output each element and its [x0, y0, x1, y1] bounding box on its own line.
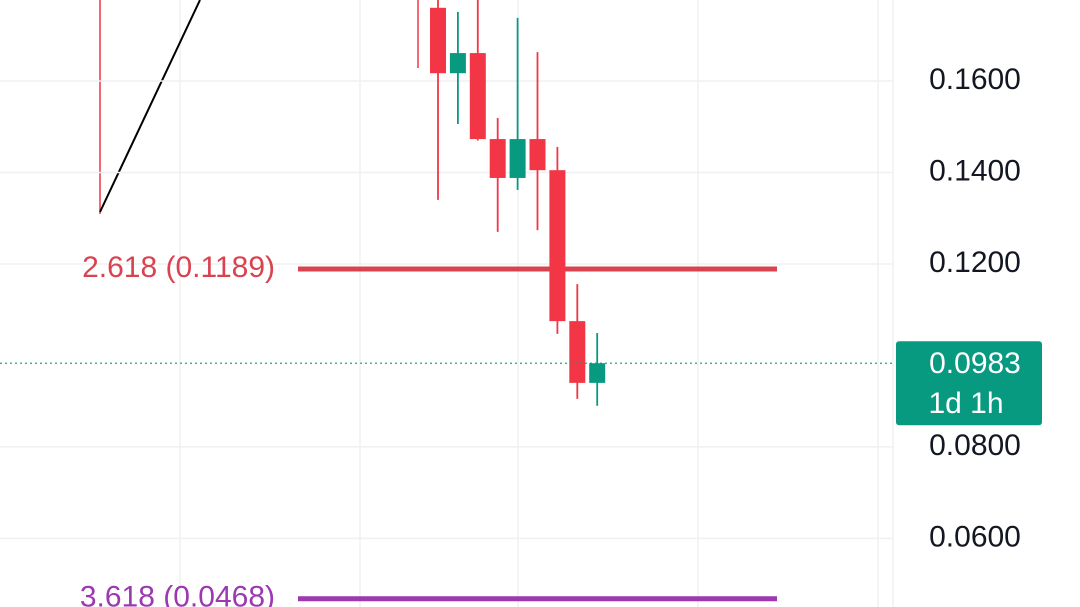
candle-body: [569, 321, 586, 383]
y-tick-label: 0.1800: [929, 0, 1021, 4]
candle-body: [589, 363, 606, 383]
vertical-grid: [179, 0, 879, 607]
countdown-label: 1d 1h: [928, 387, 1003, 420]
fib-label: 2.618 (0.1189): [82, 251, 275, 284]
candle-body: [509, 139, 526, 178]
candle-body: [449, 53, 466, 74]
trend-line: [99, 0, 201, 213]
y-tick-label: 0.0800: [929, 429, 1021, 462]
fib-label: 3.618 (0.0468): [80, 581, 275, 607]
y-tick-label: 0.0600: [929, 520, 1021, 553]
candle-body: [489, 139, 506, 178]
candle-body: [430, 7, 446, 74]
candle-body: [469, 53, 486, 140]
candle-body: [529, 139, 546, 171]
y-tick-label: 0.1400: [929, 154, 1021, 187]
candle-body: [549, 170, 566, 322]
last-price-box: [896, 341, 1042, 426]
y-tick-label: 0.1600: [929, 63, 1021, 96]
y-tick-label: 0.1200: [929, 246, 1021, 279]
last-price-label: 0.0983: [929, 347, 1021, 380]
